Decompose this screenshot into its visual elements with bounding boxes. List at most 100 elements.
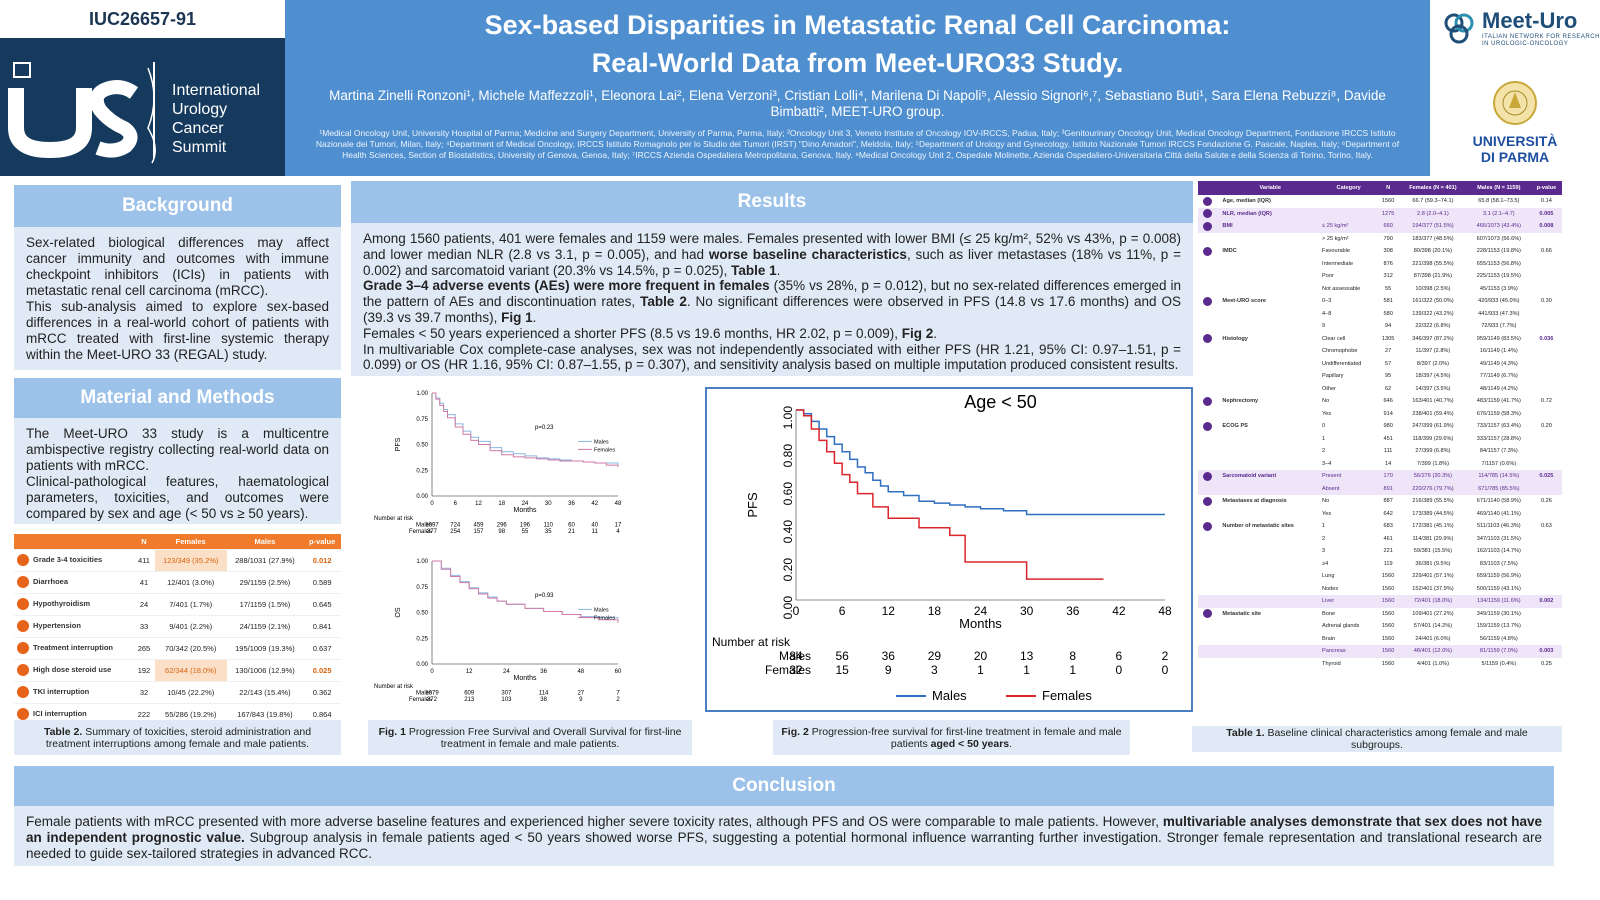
cell-males: 420/933 (45.0%)	[1478, 298, 1520, 305]
cell-females: 70/342 (20.5%)	[154, 637, 227, 660]
km-curve-females	[796, 409, 1104, 580]
cell-females: 66.7 (59.3–74.1)	[1412, 198, 1454, 205]
cell-males: 347/1103 (31.5%)	[1476, 535, 1521, 542]
risk-count: 1097	[425, 523, 439, 529]
risk-count: 609	[464, 691, 475, 697]
cell-males: 195/1009 (19.3%)	[226, 637, 304, 660]
y-tick-label: 0.60	[781, 482, 795, 506]
table-1-caption: Table 1. Baseline clinical characteristi…	[1192, 726, 1562, 752]
risk-count: 0	[1116, 663, 1123, 677]
table-row: Treatment interruption 265 70/342 (20.5%) 1…	[14, 637, 341, 660]
cell-category: Yes	[1322, 410, 1332, 417]
variable-icon-dot	[1202, 521, 1212, 531]
cell-pvalue	[1531, 320, 1562, 333]
variable-icon	[1198, 345, 1220, 358]
cell-variable	[1220, 283, 1320, 296]
table-2-header-cell: p-value	[303, 534, 341, 550]
cell-pvalue: 0.20	[1540, 423, 1552, 430]
cell-category: Other	[1322, 385, 1337, 392]
cell-females: 2.8 (2.0–4.1)	[1399, 207, 1467, 220]
cell-variable: Number of metastatic sites	[1222, 523, 1294, 530]
x-tick-label: 6	[839, 604, 846, 618]
variable-icon	[1198, 383, 1220, 396]
methods-body: The Meet-URO 33 study is a multicentre a…	[14, 418, 341, 524]
y-tick-label: 0.50	[416, 611, 428, 617]
risk-count: 32	[789, 663, 803, 677]
partner-logos: Meet-Uro ITALIAN NETWORK FOR RESEARCH IN…	[1430, 0, 1600, 176]
table-1-header-cell: p-value	[1530, 181, 1562, 195]
cell-pvalue	[1531, 383, 1562, 396]
cell-pvalue	[1531, 545, 1562, 558]
risk-count: 110	[543, 523, 553, 529]
cell-category: Clear cell	[1322, 335, 1346, 342]
table-row: Not assessable 55 10/398 (2.5%) 45/1153 (3.…	[1198, 283, 1562, 296]
cell-males: 483/1159 (41.7%)	[1476, 398, 1521, 405]
toxicity-icon	[17, 554, 29, 566]
x-tick-label: 0	[430, 669, 434, 675]
cell-variable: Age, median (IQR)	[1222, 198, 1271, 205]
cell-n: 461	[1383, 535, 1393, 542]
table-row: ICI interruption 222 55/286 (19.2%) 167/843…	[14, 703, 341, 726]
x-tick-label: 36	[1066, 604, 1080, 618]
cell-category: Undifferentiated	[1322, 360, 1362, 367]
table-2-header-cell: Females	[154, 534, 227, 550]
pfs-km-plot: 0 6 12 18 24 30 36 42 48 0.00 0.25 0.50 0.75 1.00 Mont…	[374, 391, 622, 535]
chart-title: Age < 50	[964, 392, 1037, 412]
table-row: Chromophobe 27 11/397 (2.8%) 16/1149 (1.4%)	[1198, 345, 1562, 358]
cell-pvalue	[1531, 345, 1562, 358]
cell-variable	[1220, 633, 1320, 646]
table-row: Pancreas 1560 48/401 (12.0%) 81/1159 (7.0%)…	[1198, 645, 1562, 658]
cell-females: 62/344 (18.0%)	[154, 659, 227, 682]
table-2-header-cell: Males	[226, 534, 304, 550]
risk-count: 377	[427, 529, 438, 535]
cell-females: 216/389 (55.5%)	[1412, 498, 1454, 505]
variable-icon	[1198, 558, 1220, 571]
cell-category: Brain	[1322, 635, 1336, 642]
variable-icon	[1198, 233, 1220, 246]
table-1-header-icon	[1198, 181, 1221, 195]
table-row: Adrenal glands 1560 57/401 (14.2%) 159/1159…	[1198, 620, 1562, 633]
cell-females: 346/397 (87.2%)	[1412, 335, 1454, 342]
risk-count: 20	[974, 649, 988, 663]
cell-variable	[1220, 258, 1320, 271]
risk-count: 21	[568, 529, 575, 535]
cell-category: Present	[1320, 470, 1378, 483]
authors: Martina Zinelli Ronzoni¹, Michele Maffez…	[329, 88, 1386, 119]
cell-variable	[1220, 358, 1320, 371]
cell-females: 18/397 (4.5%)	[1415, 373, 1451, 380]
cell-pvalue	[1531, 433, 1562, 446]
risk-count: 2	[616, 697, 620, 703]
cell-variable: Nephrectomy	[1222, 398, 1259, 405]
cell-females: 139/322 (43.2%)	[1412, 310, 1454, 317]
table-1-header-cell: Category	[1320, 181, 1378, 195]
cell-variable	[1220, 583, 1320, 596]
cell-n: 914	[1383, 410, 1393, 417]
cell-category: Absent	[1320, 482, 1378, 495]
table-2-header-cell	[14, 534, 134, 550]
cell-females: 14/397 (3.5%)	[1415, 385, 1451, 392]
cell-n: 642	[1383, 510, 1393, 517]
methods-heading: Material and Methods	[14, 378, 341, 418]
cell-females: 183/377 (48.5%)	[1412, 235, 1454, 242]
cell-variable	[1220, 570, 1320, 583]
cell-n: 33	[133, 615, 155, 638]
x-tick-label: 48	[1158, 604, 1172, 618]
y-tick-label: 0.25	[416, 468, 428, 474]
cell-n: 1560	[1381, 573, 1395, 580]
cell-females: 72/401 (18.0%)	[1399, 595, 1467, 608]
cell-females: 11/397 (2.8%)	[1415, 348, 1451, 355]
risk-count: 6	[1116, 649, 1123, 663]
risk-count: 38	[540, 697, 547, 703]
cell-females: 87/398 (21.9%)	[1413, 273, 1453, 280]
variable-icon	[1198, 320, 1220, 333]
cell-pvalue	[1531, 408, 1562, 421]
cell-category: 3–4	[1322, 460, 1332, 467]
conclusion-body: Female patients with mRCC presented with…	[14, 806, 1554, 866]
table-row: Yes 914 238/401 (59.4%) 676/1159 (58.3%)	[1198, 408, 1562, 421]
table-row: BMI ≤ 25 kg/m² 660 194/377 (51.5%) 466/1073 …	[1198, 220, 1562, 233]
risk-row-label: Males	[416, 691, 432, 697]
p-value-label: p=0.93	[535, 593, 554, 599]
cell-females: 27/399 (6.8%)	[1415, 448, 1451, 455]
cell-category: > 25 kg/m²	[1322, 235, 1349, 242]
risk-table-label: Number at risk	[374, 684, 414, 690]
